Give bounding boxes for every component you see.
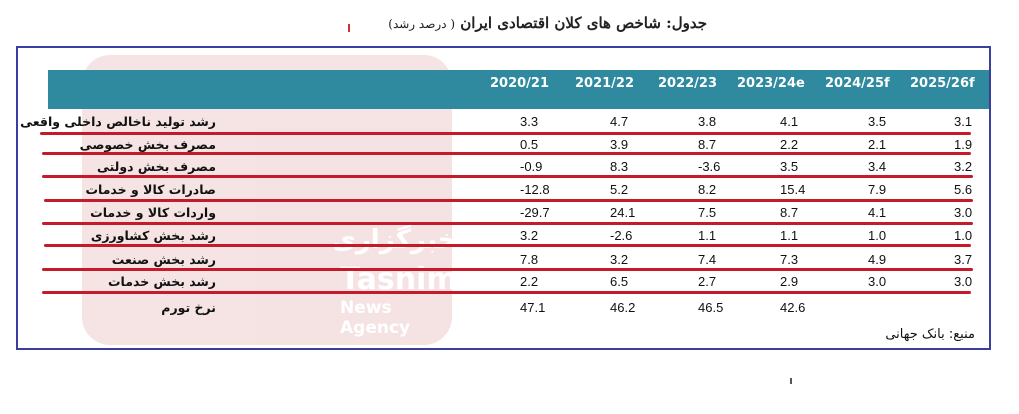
row-label: رشد بخش خدمات	[107, 274, 216, 289]
cell-value: 3.0	[954, 205, 973, 220]
cell-value: 3.5	[868, 114, 887, 129]
table-row: واردات کالا و خدمات -29.7 24.1 7.5 8.7 4.1 3.0	[38, 199, 986, 223]
cell-value: 7.5	[698, 205, 717, 220]
cell-value: 7.4	[698, 252, 717, 267]
cell-value: 8.2	[698, 182, 717, 197]
cell-value: 1.0	[868, 228, 887, 243]
cell-value: 4.1	[780, 114, 799, 129]
row-underline	[40, 132, 971, 135]
cell-value: 8.7	[698, 137, 717, 152]
cell-value: 6.5	[610, 274, 629, 289]
cell-value: 24.1	[610, 205, 636, 220]
cell-value: 1.9	[954, 137, 973, 152]
column-header: 2021/22	[575, 76, 635, 91]
column-header: 2023/24e	[737, 76, 805, 91]
table-row: رشد تولید ناخالص داخلی واقعی 3.3 4.7 3.8 4.1…	[20, 108, 986, 132]
footer-mark	[790, 378, 792, 384]
row-underline	[42, 175, 973, 178]
row-label: مصرف بخش خصوصی	[79, 137, 216, 152]
cell-value: 7.9	[868, 182, 887, 197]
cell-value: 4.7	[610, 114, 629, 129]
cell-value: -29.7	[520, 205, 550, 220]
cell-value: 3.2	[520, 228, 539, 243]
cell-value: 3.2	[954, 159, 973, 174]
column-header: 2024/25f	[825, 76, 890, 91]
table-row: مصرف بخش دولتی -0.9 8.3 -3.6 3.5 3.4 3.2	[38, 153, 986, 177]
table-row: نرخ تورم 47.1 46.2 46.5 42.6	[38, 294, 986, 318]
cell-value: 3.3	[520, 114, 539, 129]
cell-value: 47.1	[520, 300, 546, 315]
title-mark	[348, 24, 350, 32]
cell-value: 8.7	[780, 205, 799, 220]
cell-value: 2.2	[520, 274, 539, 289]
row-underline	[44, 199, 973, 202]
cell-value: -2.6	[610, 228, 633, 243]
row-label: مصرف بخش دولتی	[96, 159, 216, 174]
row-underline	[42, 222, 973, 225]
column-header: 2025/26f	[910, 76, 975, 91]
cell-value: 2.9	[780, 274, 799, 289]
watermark-persian: خبرگزاری	[332, 225, 457, 255]
table-row: رشد بخش خدمات 2.2 6.5 2.7 2.9 3.0 3.0	[38, 268, 986, 292]
cell-value: 42.6	[780, 300, 806, 315]
row-label: رشد بخش صنعت	[111, 252, 216, 267]
cell-value: 46.2	[610, 300, 636, 315]
cell-value: 2.7	[698, 274, 717, 289]
cell-value: 3.9	[610, 137, 629, 152]
cell-value: 3.7	[954, 252, 973, 267]
cell-value: 7.8	[520, 252, 539, 267]
row-underline	[42, 291, 971, 294]
cell-value: 0.5	[520, 137, 539, 152]
cell-value: 8.3	[610, 159, 629, 174]
column-header: 2022/23	[658, 76, 718, 91]
column-header: 2020/21	[490, 76, 550, 91]
cell-value: 3.1	[954, 114, 973, 129]
cell-value: 5.6	[954, 182, 973, 197]
table-row: صادرات کالا و خدمات -12.8 5.2 8.2 15.4 7.9 5.6	[38, 176, 986, 200]
cell-value: 15.4	[780, 182, 806, 197]
row-label: نرخ تورم	[161, 300, 216, 315]
table-row: مصرف بخش خصوصی 0.5 3.9 8.7 2.2 2.1 1.9	[38, 131, 986, 155]
cell-value: 5.2	[610, 182, 629, 197]
row-underline	[42, 268, 973, 271]
title-main: جدول: شاخص های کلان اقتصادی ایران	[460, 14, 707, 32]
row-label: واردات کالا و خدمات	[90, 205, 216, 220]
cell-value: 46.5	[698, 300, 724, 315]
cell-value: 3.4	[868, 159, 887, 174]
cell-value: -12.8	[520, 182, 550, 197]
cell-value: 1.1	[780, 228, 799, 243]
source-note: منبع: بانک جهانی	[885, 327, 975, 342]
table-title: جدول: شاخص های کلان اقتصادی ایران ( درصد…	[388, 14, 707, 32]
cell-value: -0.9	[520, 159, 543, 174]
row-underline	[44, 244, 971, 247]
cell-value: 2.2	[780, 137, 799, 152]
cell-value: 3.0	[868, 274, 887, 289]
table-row: رشد بخش صنعت 7.8 3.2 7.4 7.3 4.9 3.7	[38, 246, 986, 270]
row-underline	[42, 152, 971, 155]
cell-value: 7.3	[780, 252, 799, 267]
column-header-band: 2020/21 2021/22 2022/23 2023/24e 2024/25…	[48, 70, 989, 109]
cell-value: -3.6	[698, 159, 721, 174]
row-label: رشد تولید ناخالص داخلی واقعی	[20, 114, 216, 129]
title-sub: ( درصد رشد)	[388, 17, 456, 31]
cell-value: 3.2	[610, 252, 629, 267]
cell-value: 3.5	[780, 159, 799, 174]
row-label: صادرات کالا و خدمات	[85, 182, 216, 197]
table-frame: خبرگزاری Tasnim News Agency 2020/21 2021…	[16, 46, 991, 350]
cell-value: 4.9	[868, 252, 887, 267]
cell-value: 1.0	[954, 228, 973, 243]
cell-value: 3.8	[698, 114, 717, 129]
watermark-agency: News Agency	[340, 298, 411, 338]
cell-value: 4.1	[868, 205, 887, 220]
row-label: رشد بخش کشاورزی	[90, 228, 216, 243]
table-row: رشد بخش کشاورزی 3.2 -2.6 1.1 1.1 1.0 1.0	[38, 222, 986, 246]
cell-value: 2.1	[868, 137, 887, 152]
cell-value: 3.0	[954, 274, 973, 289]
cell-value: 1.1	[698, 228, 717, 243]
